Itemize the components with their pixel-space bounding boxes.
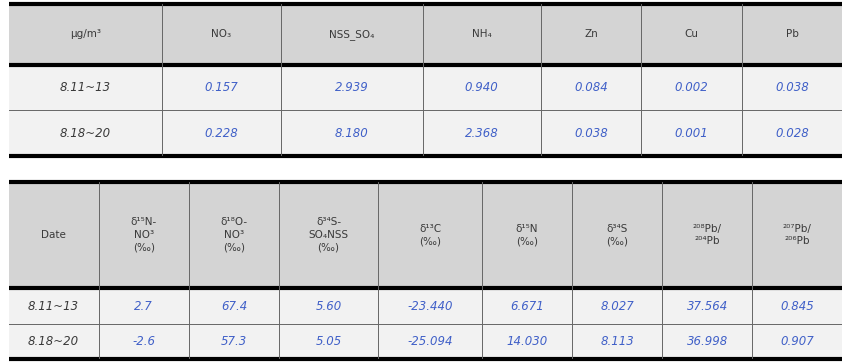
Bar bbox=[279, 182, 378, 288]
Text: Pb: Pb bbox=[785, 29, 798, 39]
Text: δ³⁴S
(‰): δ³⁴S (‰) bbox=[606, 224, 628, 246]
Bar bbox=[281, 4, 423, 65]
Bar bbox=[9, 4, 163, 65]
Text: ²⁰⁷Pb/
²⁰⁶Pb: ²⁰⁷Pb/ ²⁰⁶Pb bbox=[783, 224, 812, 246]
Bar bbox=[742, 65, 842, 110]
Text: Cu: Cu bbox=[685, 29, 699, 39]
Bar bbox=[642, 65, 742, 110]
Text: ²⁰⁸Pb/
²⁰⁴Pb: ²⁰⁸Pb/ ²⁰⁴Pb bbox=[693, 224, 722, 246]
Text: μg/m³: μg/m³ bbox=[70, 29, 101, 39]
Bar bbox=[378, 182, 482, 288]
Text: 5.05: 5.05 bbox=[316, 335, 342, 348]
Text: 5.60: 5.60 bbox=[316, 299, 342, 313]
Text: 8.027: 8.027 bbox=[600, 299, 634, 313]
Bar bbox=[541, 110, 642, 156]
Bar bbox=[163, 110, 281, 156]
Bar bbox=[423, 4, 541, 65]
Bar bbox=[482, 182, 572, 288]
Bar bbox=[189, 324, 279, 359]
Text: 8.18~20: 8.18~20 bbox=[60, 127, 111, 140]
Bar bbox=[279, 324, 378, 359]
Text: 14.030: 14.030 bbox=[506, 335, 547, 348]
Bar bbox=[662, 288, 752, 324]
Bar bbox=[423, 65, 541, 110]
Text: δ¹⁵N
(‰): δ¹⁵N (‰) bbox=[516, 224, 538, 246]
Bar bbox=[99, 182, 189, 288]
Bar bbox=[752, 288, 842, 324]
Text: 57.3: 57.3 bbox=[220, 335, 247, 348]
Bar bbox=[662, 182, 752, 288]
Text: 8.11~13: 8.11~13 bbox=[28, 299, 79, 313]
Bar bbox=[9, 288, 99, 324]
Text: Date: Date bbox=[41, 230, 66, 240]
Text: 0.038: 0.038 bbox=[775, 81, 809, 94]
Text: 2.939: 2.939 bbox=[334, 81, 368, 94]
Bar bbox=[482, 324, 572, 359]
Bar bbox=[163, 65, 281, 110]
Bar bbox=[642, 110, 742, 156]
Text: 0.157: 0.157 bbox=[204, 81, 238, 94]
Text: 37.564: 37.564 bbox=[687, 299, 728, 313]
Text: -23.440: -23.440 bbox=[408, 299, 453, 313]
Bar bbox=[9, 65, 163, 110]
Text: -25.094: -25.094 bbox=[408, 335, 453, 348]
Text: NH₄: NH₄ bbox=[471, 29, 492, 39]
Bar bbox=[642, 4, 742, 65]
Text: δ¹³C
(‰): δ¹³C (‰) bbox=[419, 224, 441, 246]
Text: δ³⁴S-
SO₄NSS
(‰): δ³⁴S- SO₄NSS (‰) bbox=[309, 217, 349, 252]
Text: Zn: Zn bbox=[585, 29, 598, 39]
Bar bbox=[423, 110, 541, 156]
Bar bbox=[378, 288, 482, 324]
Bar bbox=[281, 110, 423, 156]
Text: 0.038: 0.038 bbox=[574, 127, 608, 140]
Bar bbox=[9, 324, 99, 359]
Text: δ¹⁸O-
NO³
(‰): δ¹⁸O- NO³ (‰) bbox=[220, 217, 248, 252]
Bar bbox=[189, 288, 279, 324]
Text: 2.368: 2.368 bbox=[465, 127, 499, 140]
Bar bbox=[742, 4, 842, 65]
Text: 0.084: 0.084 bbox=[574, 81, 608, 94]
Text: 0.001: 0.001 bbox=[675, 127, 709, 140]
Bar bbox=[572, 324, 662, 359]
Text: 0.940: 0.940 bbox=[465, 81, 499, 94]
Text: 2.7: 2.7 bbox=[134, 299, 153, 313]
Text: -2.6: -2.6 bbox=[132, 335, 155, 348]
Bar bbox=[482, 288, 572, 324]
Bar bbox=[572, 182, 662, 288]
Bar bbox=[572, 288, 662, 324]
Bar bbox=[99, 324, 189, 359]
Text: 67.4: 67.4 bbox=[220, 299, 247, 313]
Text: 8.18~20: 8.18~20 bbox=[28, 335, 79, 348]
Text: 6.671: 6.671 bbox=[510, 299, 544, 313]
Text: 0.907: 0.907 bbox=[780, 335, 814, 348]
Text: 0.845: 0.845 bbox=[780, 299, 814, 313]
Text: 36.998: 36.998 bbox=[687, 335, 728, 348]
Text: 0.228: 0.228 bbox=[204, 127, 238, 140]
Bar bbox=[189, 182, 279, 288]
Text: NSS_SO₄: NSS_SO₄ bbox=[328, 29, 374, 40]
Text: δ¹⁵N-
NO³
(‰): δ¹⁵N- NO³ (‰) bbox=[130, 217, 157, 252]
Text: 8.180: 8.180 bbox=[334, 127, 368, 140]
Bar bbox=[752, 324, 842, 359]
Bar bbox=[541, 4, 642, 65]
Bar bbox=[281, 65, 423, 110]
Text: NO₃: NO₃ bbox=[211, 29, 231, 39]
Bar bbox=[99, 288, 189, 324]
Text: 8.11~13: 8.11~13 bbox=[60, 81, 111, 94]
Text: 0.002: 0.002 bbox=[675, 81, 709, 94]
Bar bbox=[662, 324, 752, 359]
Text: 8.113: 8.113 bbox=[600, 335, 634, 348]
Bar bbox=[279, 288, 378, 324]
Bar bbox=[9, 182, 99, 288]
Bar bbox=[541, 65, 642, 110]
Text: 0.028: 0.028 bbox=[775, 127, 809, 140]
Bar bbox=[9, 110, 163, 156]
Bar bbox=[163, 4, 281, 65]
Bar bbox=[752, 182, 842, 288]
Bar bbox=[378, 324, 482, 359]
Bar bbox=[742, 110, 842, 156]
